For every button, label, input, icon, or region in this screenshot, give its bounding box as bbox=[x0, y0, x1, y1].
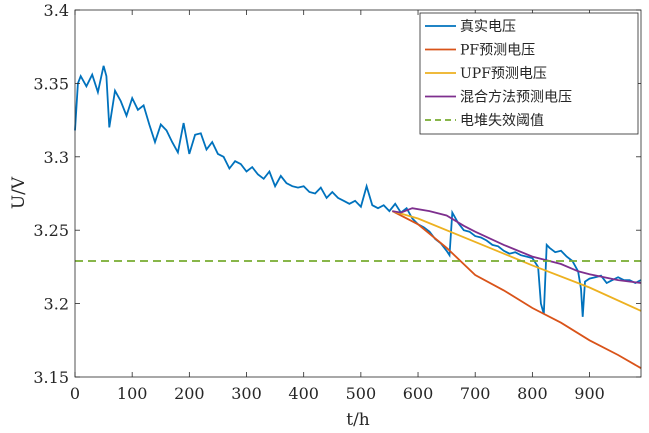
plot-frame bbox=[74, 9, 642, 378]
x-axis-label: t/h bbox=[346, 410, 370, 430]
legend-label: PF预测电压 bbox=[460, 43, 535, 59]
x-tick-label: 100 bbox=[117, 384, 148, 403]
y-tick-label: 3.15 bbox=[33, 368, 69, 387]
x-tick-label: 900 bbox=[574, 384, 605, 403]
x-tick-label: 300 bbox=[231, 384, 262, 403]
series-line-1 bbox=[391, 210, 642, 369]
y-tick-label: 3.4 bbox=[44, 1, 69, 20]
y-tick-label: 3.3 bbox=[44, 148, 69, 167]
y-axis-label: U/V bbox=[9, 176, 29, 209]
x-tick-label: 200 bbox=[174, 384, 205, 403]
series-line-0 bbox=[74, 65, 642, 317]
legend-label: UPF预测电压 bbox=[460, 66, 547, 82]
x-tick-label: 800 bbox=[517, 384, 548, 403]
legend-box bbox=[419, 12, 639, 135]
legend-label: 混合方法预测电压 bbox=[460, 90, 572, 106]
y-tick-label: 3.25 bbox=[33, 221, 69, 240]
x-tick-label: 600 bbox=[403, 384, 434, 403]
series-line-2 bbox=[392, 210, 642, 312]
x-tick-label: 500 bbox=[346, 384, 377, 403]
series-line-3 bbox=[392, 207, 642, 284]
y-tick-label: 3.35 bbox=[33, 74, 69, 93]
legend-label: 电堆失效阈值 bbox=[460, 113, 544, 129]
x-tick-label: 400 bbox=[288, 384, 319, 403]
y-tick-label: 3.2 bbox=[44, 295, 69, 314]
x-tick-label: 0 bbox=[70, 384, 80, 403]
x-tick-label: 700 bbox=[460, 384, 491, 403]
legend-label: 真实电压 bbox=[460, 19, 516, 35]
